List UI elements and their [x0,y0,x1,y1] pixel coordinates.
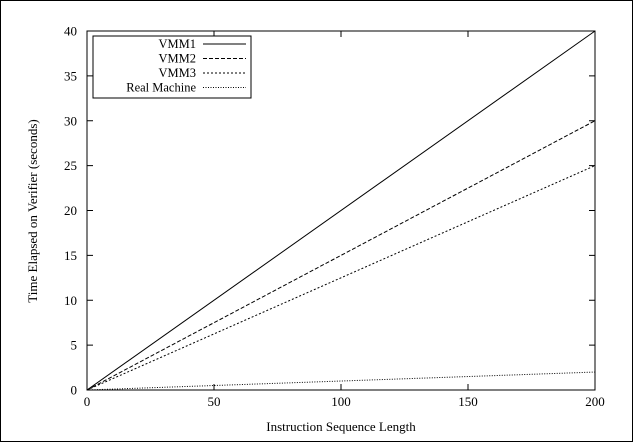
legend-label: Real Machine [126,81,196,95]
series-line-1 [86,30,596,391]
y-tick-label: 10 [64,293,77,308]
axis-tick-labels: 0 50 100 150 200 0 5 10 15 20 25 30 35 40 [64,24,605,410]
y-tick-label: 5 [71,338,78,353]
y-axis-label: Time Elapsed on Verifier (seconds) [25,119,40,302]
legend-box [92,35,252,99]
y-tick-label: 20 [64,203,77,218]
y-tick-label: 30 [64,113,77,128]
x-tick-label: 200 [585,394,605,409]
axis-ticks [86,30,596,391]
y-tick-label: 40 [64,24,77,39]
x-tick-label: 0 [84,394,91,409]
y-tick-label: 0 [71,383,78,398]
legend-label: VMM2 [158,52,196,66]
x-axis-label: Instruction Sequence Length [266,419,416,434]
y-tick-label: 15 [64,248,77,263]
legend-label: VMM3 [158,66,196,80]
y-tick-label: 25 [64,158,77,173]
y-tick-label: 35 [64,68,77,83]
x-tick-label: 100 [331,394,351,409]
series-line-3 [86,165,596,391]
series-line-2 [86,120,596,391]
x-tick-label: 50 [208,394,221,409]
x-tick-label: 150 [458,394,478,409]
legend-label: VMM1 [158,37,196,51]
series-lines [86,30,596,391]
